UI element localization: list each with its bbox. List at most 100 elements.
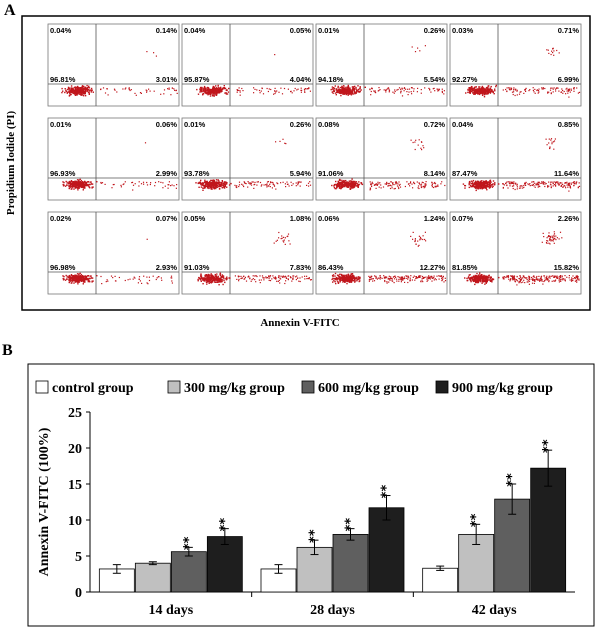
- bar-y-axis-label: Annexin V-FITC (100%): [37, 427, 52, 576]
- bar-2-1: [134, 562, 171, 593]
- legend-label: 600 mg/kg group: [318, 381, 419, 396]
- x-tick-label: 42 days: [472, 603, 517, 618]
- x-tick-label: 28 days: [310, 603, 355, 618]
- quadrant-pct-ll: 81.85%: [452, 263, 478, 272]
- error-bar: [274, 564, 283, 574]
- quadrant-pct-lr: 4.04%: [290, 75, 312, 84]
- flow-cytometry-grid: Propidium Iodide (PI) 0.04% 0.14% 96.81% 3.0…: [5, 15, 591, 329]
- plot-border: [47, 117, 180, 201]
- significance-marker: **: [308, 529, 323, 543]
- quadrant-pct-ll: 96.98%: [50, 263, 76, 272]
- quadrant-pct-ll: 95.87%: [184, 75, 210, 84]
- panel-b-label: B: [2, 342, 13, 359]
- quadrant-pct-ll: 86.43%: [318, 263, 344, 272]
- quadrant-pct-ul: 0.07%: [452, 214, 474, 223]
- cell-dots: [331, 231, 447, 285]
- quadrant-pct-lr: 12.27%: [420, 263, 446, 272]
- quadrant-pct-ul: 0.05%: [184, 214, 206, 223]
- error-bar: [508, 483, 517, 515]
- quadrant-pct-ul: 0.04%: [452, 120, 474, 129]
- quadrant-pct-lr: 2.99%: [156, 169, 178, 178]
- bar-3-1: [170, 551, 207, 593]
- bar-chart: control group 300 mg/kg group 600 mg/kg gr…: [27, 363, 595, 627]
- quadrant-pct-lr: 8.14%: [424, 169, 446, 178]
- quadrant-pct-lr: 2.93%: [156, 263, 178, 272]
- significance-marker: **: [380, 485, 395, 499]
- scatter-plot-r2-c1: 0.01% 0.06% 96.93% 2.99%: [47, 117, 180, 201]
- legend-label: 900 mg/kg group: [452, 381, 553, 396]
- quadrant-pct-ul: 0.08%: [318, 120, 340, 129]
- scatter-plot-r2-c2: 0.01% 0.26% 93.78% 5.94%: [181, 117, 314, 201]
- plot-border: [181, 23, 314, 107]
- error-bar: [148, 561, 157, 566]
- quadrant-pct-ll: 91.03%: [184, 263, 210, 272]
- quadrant-pct-ur: 0.05%: [290, 26, 312, 35]
- y-tick-label: 10: [68, 514, 82, 529]
- cell-dots: [465, 47, 581, 98]
- quadrant-pct-ll: 96.81%: [50, 75, 76, 84]
- quadrant-pct-ur: 0.26%: [424, 26, 446, 35]
- cell-dots: [462, 138, 581, 192]
- error-bar: [544, 449, 553, 487]
- scatter-plot-r3-c4: 0.07% 2.26% 81.85% 15.82%: [449, 211, 582, 295]
- cell-dots: [330, 45, 445, 97]
- panel-a-label: A: [4, 2, 16, 19]
- legend-label: control group: [52, 381, 134, 396]
- legend-swatch: [35, 380, 49, 394]
- legend-swatch: [301, 380, 315, 394]
- y-tick-label: 25: [68, 406, 82, 421]
- significance-marker: **: [344, 518, 359, 532]
- flow-y-axis-label: Propidium Iodide (PI): [5, 111, 17, 216]
- legend-swatch: [167, 380, 181, 394]
- y-tick-label: 15: [68, 478, 82, 493]
- quadrant-pct-ur: 0.26%: [290, 120, 312, 129]
- scatter-plot-r1-c3: 0.01% 0.26% 94.18% 5.54%: [315, 23, 448, 107]
- quadrant-pct-lr: 7.83%: [290, 263, 312, 272]
- plot-border: [47, 211, 180, 295]
- quadrant-pct-lr: 15.82%: [554, 263, 580, 272]
- y-tick-label: 0: [75, 586, 82, 601]
- quadrant-pct-ur: 1.08%: [290, 214, 312, 223]
- y-tick-label: 5: [75, 550, 82, 565]
- quadrant-pct-ul: 0.02%: [50, 214, 72, 223]
- quadrant-pct-ul: 0.04%: [184, 26, 206, 35]
- scatter-plot-r3-c3: 0.06% 1.24% 86.43% 12.27%: [315, 211, 448, 295]
- legend-swatch: [435, 380, 449, 394]
- significance-marker: **: [505, 473, 520, 487]
- quadrant-pct-ll: 93.78%: [184, 169, 210, 178]
- cell-dots: [61, 51, 178, 97]
- quadrant-pct-ll: 87.47%: [452, 169, 478, 178]
- error-bar: [310, 539, 319, 556]
- significance-marker: **: [541, 439, 556, 453]
- quadrant-pct-ur: 0.14%: [156, 26, 178, 35]
- flow-x-axis-label: Annexin V-FITC: [260, 317, 339, 329]
- error-bar: [220, 528, 229, 545]
- bar-4-3: [530, 467, 567, 593]
- cell-dots: [197, 231, 312, 286]
- quadrant-pct-lr: 3.01%: [156, 75, 178, 84]
- bar-1-3: [422, 567, 459, 593]
- error-bar: [436, 565, 445, 571]
- error-bar: [184, 546, 193, 557]
- cell-dots: [331, 139, 446, 191]
- quadrant-pct-ul: 0.01%: [50, 120, 72, 129]
- scatter-plot-r1-c4: 0.03% 0.71% 92.27% 6.99%: [449, 23, 582, 107]
- error-bar: [346, 528, 355, 541]
- quadrant-pct-ur: 2.26%: [558, 214, 580, 223]
- y-tick-label: 20: [68, 442, 82, 457]
- cell-dots: [196, 54, 311, 97]
- quadrant-pct-ur: 0.71%: [558, 26, 580, 35]
- quadrant-pct-lr: 5.94%: [290, 169, 312, 178]
- bar-4-2: [368, 507, 405, 593]
- quadrant-pct-ul: 0.01%: [318, 26, 340, 35]
- x-tick-label: 14 days: [148, 603, 193, 618]
- quadrant-pct-ur: 1.24%: [424, 214, 446, 223]
- quadrant-pct-ur: 0.07%: [156, 214, 178, 223]
- scatter-plot-r1-c1: 0.04% 0.14% 96.81% 3.01%: [47, 23, 180, 107]
- cell-dots: [464, 231, 580, 286]
- scatter-plot-r2-c3: 0.08% 0.72% 91.06% 8.14%: [315, 117, 448, 201]
- quadrant-pct-ul: 0.06%: [318, 214, 340, 223]
- quadrant-pct-ll: 92.27%: [452, 75, 478, 84]
- quadrant-pct-ll: 96.93%: [50, 169, 76, 178]
- legend: control group 300 mg/kg group 600 mg/kg gr…: [35, 380, 553, 396]
